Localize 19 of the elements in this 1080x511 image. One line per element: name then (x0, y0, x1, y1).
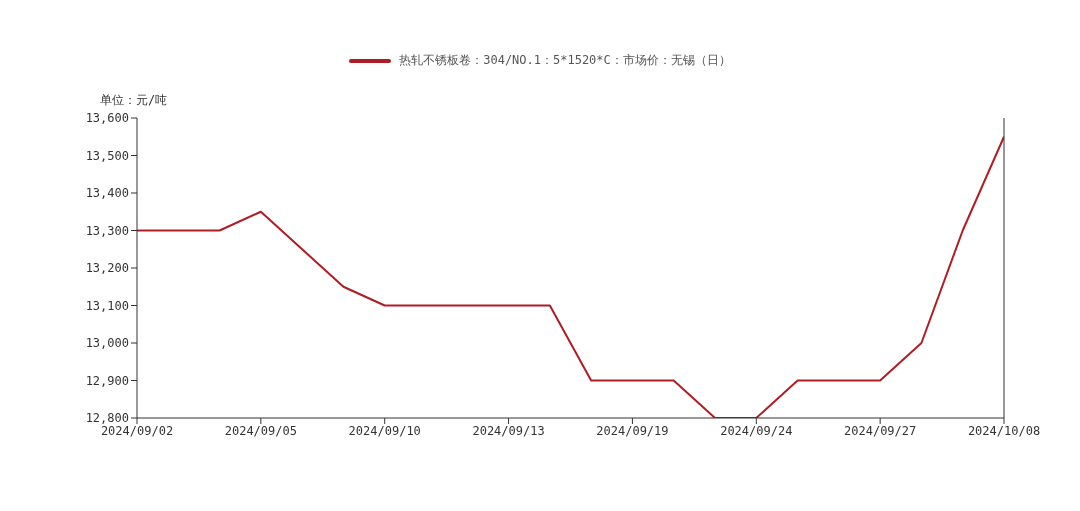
x-tick-label: 2024/09/19 (596, 423, 669, 438)
legend-label: 热轧不锈板卷：304/NO.1：5*1520*C：市场价：无锡（日） (399, 52, 731, 69)
x-tick-label: 2024/09/10 (348, 423, 421, 438)
x-tick-label: 2024/09/27 (844, 423, 917, 438)
y-axis-title: 单位：元/吨 (100, 92, 168, 109)
x-tick-label: 2024/09/02 (100, 423, 174, 438)
x-tick-label: 2024/10/08 (967, 423, 1041, 438)
y-tick-label: 12,900 (85, 373, 129, 388)
x-tick-label: 2024/09/05 (224, 423, 297, 438)
y-tick-label: 13,200 (85, 261, 129, 276)
y-tick-label: 13,000 (85, 336, 129, 351)
y-tick-label: 12,800 (85, 411, 129, 426)
x-tick-label: 2024/09/13 (472, 423, 545, 438)
x-tick-label: 2024/09/24 (720, 423, 793, 438)
y-tick-label: 13,400 (85, 186, 129, 201)
y-tick-label: 13,300 (85, 223, 129, 238)
y-tick-label: 13,500 (85, 148, 129, 163)
y-tick-label: 13,100 (85, 298, 129, 313)
y-tick-label: 13,600 (85, 111, 129, 126)
